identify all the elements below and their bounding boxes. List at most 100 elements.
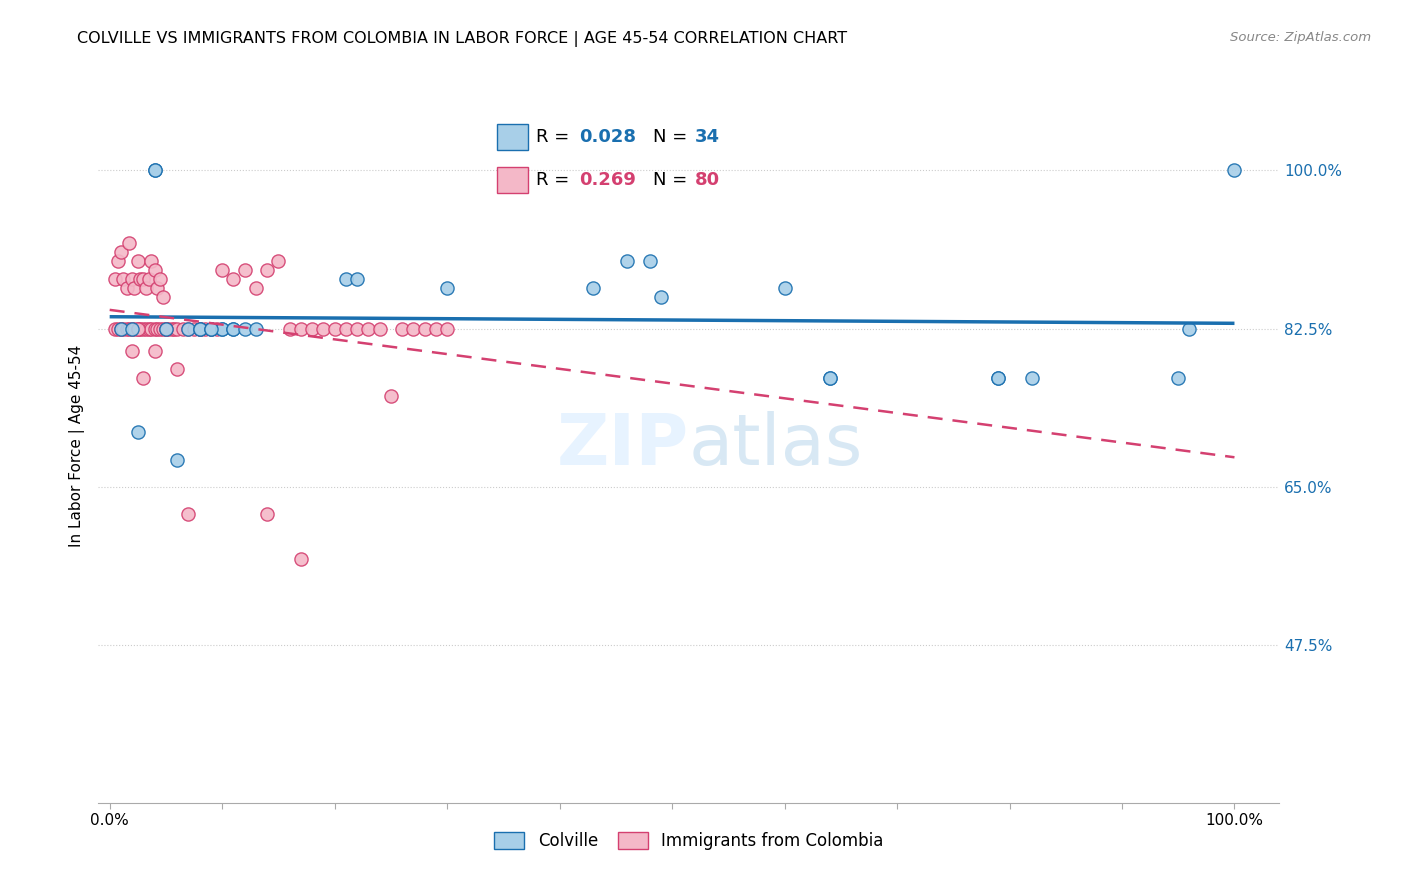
Point: [650, 290, 672, 304]
Point: [127, 253, 149, 268]
Point: [183, 321, 205, 335]
Point: [135, 281, 157, 295]
Point: [222, 272, 245, 286]
Point: [155, 321, 177, 335]
Point: [1021, 371, 1043, 385]
Point: [290, 321, 312, 335]
Text: COLVILLE VS IMMIGRANTS FROM COLOMBIA IN LABOR FORCE | AGE 45-54 CORRELATION CHAR: COLVILLE VS IMMIGRANTS FROM COLOMBIA IN …: [77, 31, 848, 47]
Point: [166, 452, 188, 467]
Point: [149, 321, 172, 335]
Point: [135, 321, 157, 335]
Point: [391, 321, 413, 335]
Point: [143, 344, 166, 359]
Point: [222, 321, 245, 335]
Point: [132, 371, 155, 385]
Point: [278, 321, 301, 335]
Point: [152, 290, 174, 304]
Point: [143, 263, 166, 277]
Point: [149, 272, 172, 286]
Point: [323, 321, 346, 335]
Text: ZIP: ZIP: [557, 411, 689, 481]
Point: [256, 263, 278, 277]
Point: [112, 321, 135, 335]
Point: [211, 321, 233, 335]
Point: [172, 321, 194, 335]
Point: [436, 321, 458, 335]
Point: [110, 321, 132, 335]
Point: [129, 321, 152, 335]
Point: [200, 321, 222, 335]
Point: [166, 321, 188, 335]
Point: [211, 263, 233, 277]
Point: [312, 321, 335, 335]
Point: [425, 321, 447, 335]
Point: [582, 281, 605, 295]
Point: [121, 344, 143, 359]
Point: [177, 321, 200, 335]
Point: [357, 321, 380, 335]
Point: [138, 321, 160, 335]
Point: [200, 321, 222, 335]
Point: [188, 321, 211, 335]
Point: [118, 235, 141, 250]
Point: [107, 253, 129, 268]
Point: [118, 321, 141, 335]
Point: [115, 281, 138, 295]
Point: [188, 321, 211, 335]
Point: [160, 321, 183, 335]
Point: [368, 321, 391, 335]
Point: [773, 281, 796, 295]
Point: [115, 321, 138, 335]
Point: [211, 321, 233, 335]
Point: [346, 321, 368, 335]
Point: [177, 507, 200, 521]
Point: [155, 321, 177, 335]
Point: [987, 371, 1010, 385]
Point: [245, 281, 267, 295]
Point: [818, 371, 841, 385]
Point: [194, 321, 217, 335]
Point: [290, 552, 312, 566]
Point: [110, 244, 132, 259]
Point: [335, 272, 357, 286]
Point: [166, 362, 188, 376]
Point: [121, 321, 143, 335]
Point: [146, 281, 169, 295]
Point: [141, 253, 163, 268]
Point: [200, 321, 222, 335]
Point: [301, 321, 323, 335]
Point: [346, 272, 368, 286]
Point: [152, 321, 174, 335]
Point: [436, 281, 458, 295]
Text: Source: ZipAtlas.com: Source: ZipAtlas.com: [1230, 31, 1371, 45]
Point: [155, 321, 177, 335]
Point: [267, 253, 290, 268]
Point: [222, 321, 245, 335]
Point: [818, 371, 841, 385]
Point: [233, 263, 256, 277]
Point: [121, 272, 143, 286]
Point: [256, 507, 278, 521]
Point: [233, 321, 256, 335]
Point: [132, 321, 155, 335]
Point: [1167, 371, 1189, 385]
Text: atlas: atlas: [689, 411, 863, 481]
Point: [127, 321, 149, 335]
Point: [205, 321, 228, 335]
Point: [129, 272, 152, 286]
Point: [188, 321, 211, 335]
Point: [638, 253, 661, 268]
Point: [402, 321, 425, 335]
Point: [138, 272, 160, 286]
Point: [1223, 163, 1246, 178]
Y-axis label: In Labor Force | Age 45-54: In Labor Force | Age 45-54: [69, 345, 84, 547]
Point: [124, 281, 146, 295]
Point: [987, 371, 1010, 385]
Point: [132, 272, 155, 286]
Point: [143, 163, 166, 178]
Point: [124, 321, 146, 335]
Point: [146, 321, 169, 335]
Point: [616, 253, 638, 268]
Point: [163, 321, 186, 335]
Legend: Colville, Immigrants from Colombia: Colville, Immigrants from Colombia: [486, 824, 891, 859]
